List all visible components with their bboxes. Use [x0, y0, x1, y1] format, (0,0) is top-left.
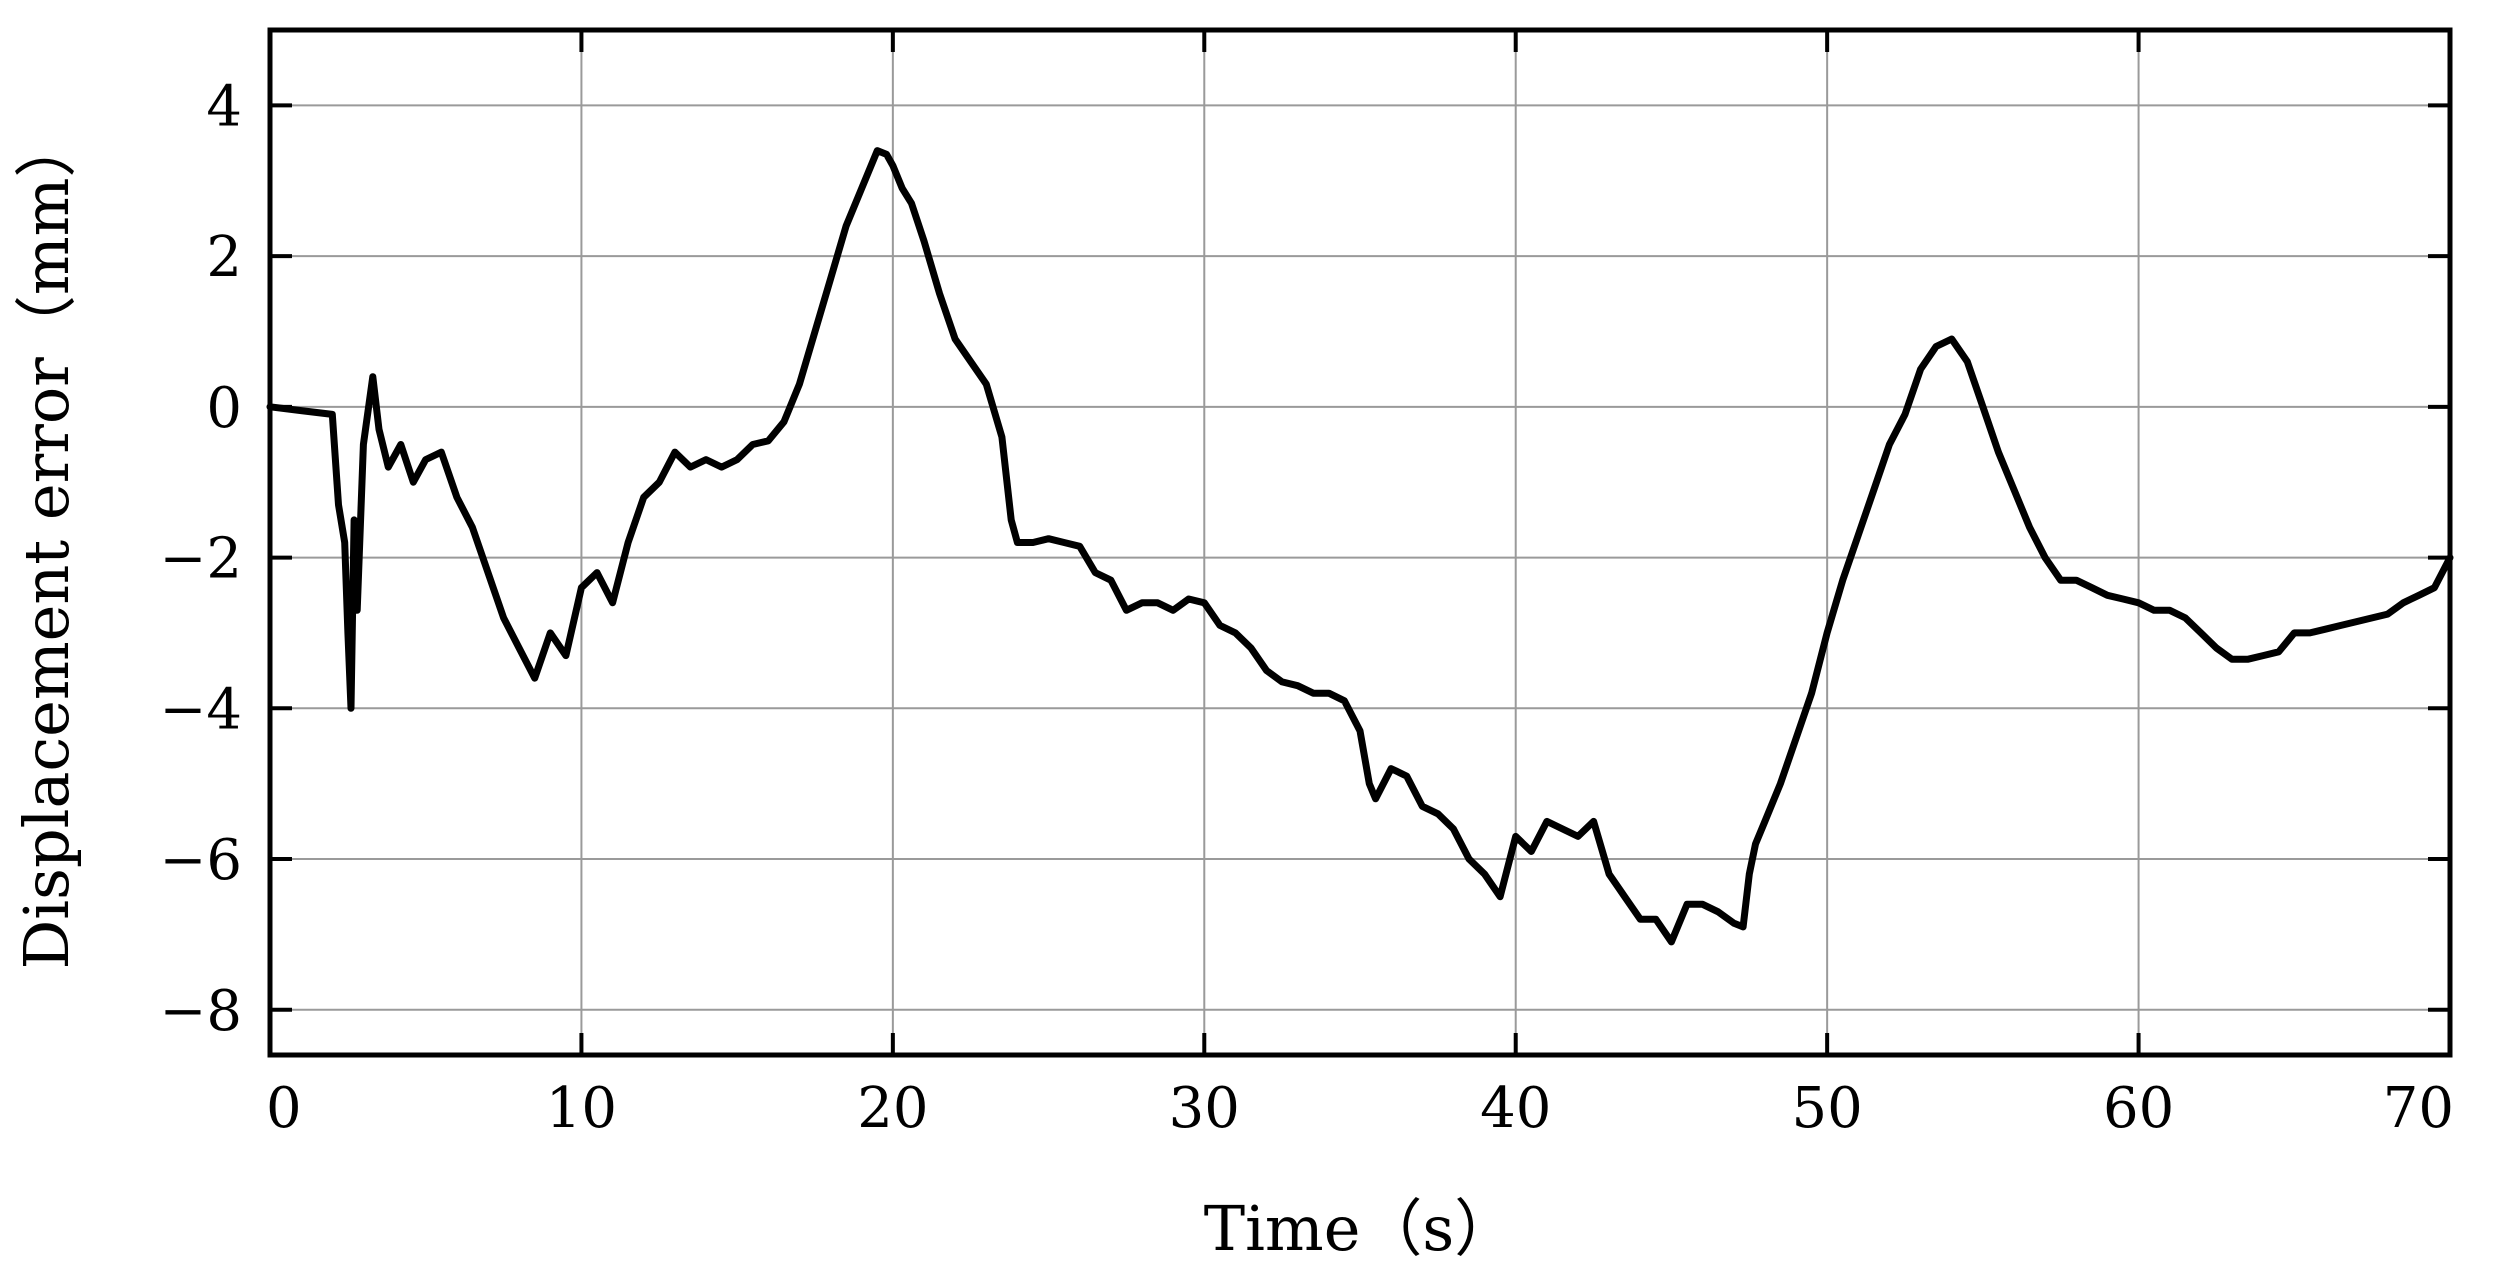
- x-tick-label: 20: [857, 1076, 928, 1141]
- x-tick-label: 0: [266, 1076, 302, 1141]
- displacement-error-series-line: [266, 147, 2454, 946]
- y-tick-label: −6: [159, 828, 242, 893]
- x-tick-label: 60: [2103, 1076, 2174, 1141]
- y-axis-label: Displacement error（mm）: [10, 116, 83, 970]
- y-tick-label: −4: [159, 677, 242, 742]
- x-tick-label: 50: [1792, 1076, 1863, 1141]
- grid: [270, 30, 2450, 1055]
- x-tick-label: 40: [1480, 1076, 1551, 1141]
- y-tick-label: 4: [206, 74, 242, 139]
- axis-ticks: [268, 30, 2452, 1055]
- y-tick-label: 0: [206, 376, 242, 441]
- x-tick-label: 70: [2383, 1076, 2454, 1141]
- y-tick-label: 2: [206, 225, 242, 290]
- x-tick-label: 30: [1169, 1076, 1240, 1141]
- plot-area-frame: [267, 27, 2453, 1058]
- y-tick-labels: 4 2 0 −2 −4 −6 −8: [159, 74, 242, 1043]
- series-layer: [266, 147, 2454, 946]
- x-tick-label: 10: [546, 1076, 617, 1141]
- x-tick-labels: 0 10 20 30 40 50 60 70: [266, 1076, 2454, 1141]
- x-axis-label: Time（s）: [1204, 1192, 1516, 1265]
- y-tick-label: −8: [159, 979, 242, 1044]
- y-tick-label: −2: [159, 527, 242, 592]
